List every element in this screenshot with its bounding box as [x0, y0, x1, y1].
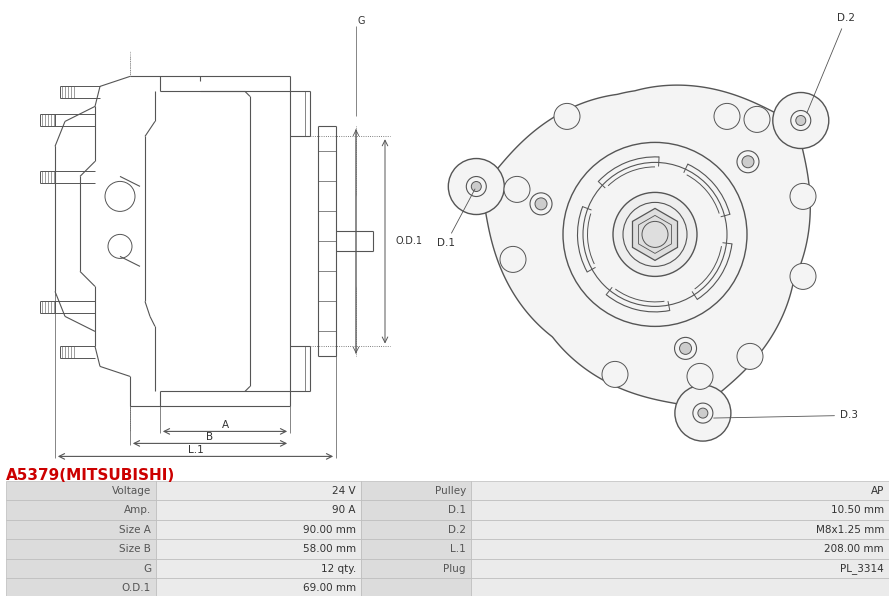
Bar	[471, 501, 889, 520]
Text: G: G	[357, 17, 364, 26]
Text: B: B	[206, 433, 213, 442]
Text: 90.00 mm: 90.00 mm	[303, 524, 356, 535]
Bar	[156, 559, 361, 579]
Bar	[6, 520, 156, 539]
Circle shape	[714, 103, 740, 129]
Text: D.2: D.2	[448, 524, 466, 535]
Circle shape	[448, 159, 504, 215]
Text: O.D.1: O.D.1	[122, 583, 151, 593]
Bar	[361, 520, 471, 539]
Circle shape	[623, 203, 687, 266]
Text: PL_3314: PL_3314	[840, 563, 884, 574]
Text: A5379(MITSUBISHI): A5379(MITSUBISHI)	[6, 468, 175, 483]
Bar	[6, 539, 156, 559]
Circle shape	[737, 343, 763, 370]
Text: D.2: D.2	[807, 13, 855, 113]
Circle shape	[675, 337, 697, 359]
Text: 90 A: 90 A	[332, 505, 356, 515]
Bar	[156, 579, 361, 596]
Text: M8x1.25 mm: M8x1.25 mm	[815, 524, 884, 535]
Bar	[156, 501, 361, 520]
Bar	[361, 501, 471, 520]
Bar	[361, 579, 471, 596]
Text: Voltage: Voltage	[112, 486, 151, 496]
Text: G: G	[143, 564, 151, 574]
Bar	[361, 559, 471, 579]
Polygon shape	[632, 209, 677, 260]
Text: Plug: Plug	[444, 564, 466, 574]
Bar	[361, 481, 471, 501]
Text: D.3: D.3	[714, 411, 858, 420]
Circle shape	[679, 342, 692, 355]
Circle shape	[791, 110, 811, 131]
Circle shape	[737, 151, 759, 173]
Circle shape	[471, 182, 481, 191]
Text: L.1: L.1	[450, 544, 466, 554]
Text: L.1: L.1	[188, 445, 204, 455]
Circle shape	[467, 176, 486, 197]
Bar	[156, 539, 361, 559]
Bar	[6, 501, 156, 520]
Text: D.1: D.1	[448, 505, 466, 515]
Bar	[471, 579, 889, 596]
Bar	[156, 520, 361, 539]
Circle shape	[500, 246, 526, 272]
Bar	[6, 579, 156, 596]
Bar	[471, 539, 889, 559]
Circle shape	[602, 361, 628, 387]
Text: 10.50 mm: 10.50 mm	[831, 505, 884, 515]
Text: 58.00 mm: 58.00 mm	[303, 544, 356, 554]
Circle shape	[693, 403, 713, 423]
Circle shape	[504, 176, 530, 203]
Circle shape	[583, 162, 727, 306]
Circle shape	[613, 193, 697, 277]
Bar	[471, 520, 889, 539]
Text: D.1: D.1	[437, 189, 475, 249]
Bar	[361, 539, 471, 559]
Circle shape	[796, 116, 805, 126]
Circle shape	[790, 263, 816, 290]
Text: O.D.1: O.D.1	[395, 237, 422, 246]
Circle shape	[790, 184, 816, 209]
Text: 12 qty.: 12 qty.	[321, 564, 356, 574]
Text: Size B: Size B	[119, 544, 151, 554]
Bar	[6, 559, 156, 579]
Text: AP: AP	[870, 486, 884, 496]
Circle shape	[742, 156, 754, 167]
Bar	[471, 559, 889, 579]
Circle shape	[530, 193, 552, 215]
Text: Size A: Size A	[119, 524, 151, 535]
Polygon shape	[638, 215, 671, 253]
Circle shape	[554, 103, 580, 129]
Circle shape	[563, 142, 747, 327]
Text: Amp.: Amp.	[124, 505, 151, 515]
Circle shape	[535, 198, 547, 210]
Circle shape	[773, 92, 829, 148]
Polygon shape	[478, 85, 810, 411]
Circle shape	[687, 364, 713, 389]
Bar	[156, 481, 361, 501]
Circle shape	[698, 408, 708, 418]
Bar	[471, 481, 889, 501]
Circle shape	[744, 107, 770, 132]
Text: 24 V: 24 V	[332, 486, 356, 496]
Bar	[6, 481, 156, 501]
Text: 69.00 mm: 69.00 mm	[303, 583, 356, 593]
Text: 208.00 mm: 208.00 mm	[824, 544, 884, 554]
Text: Pulley: Pulley	[435, 486, 466, 496]
Circle shape	[675, 385, 731, 441]
Text: A: A	[221, 420, 228, 430]
